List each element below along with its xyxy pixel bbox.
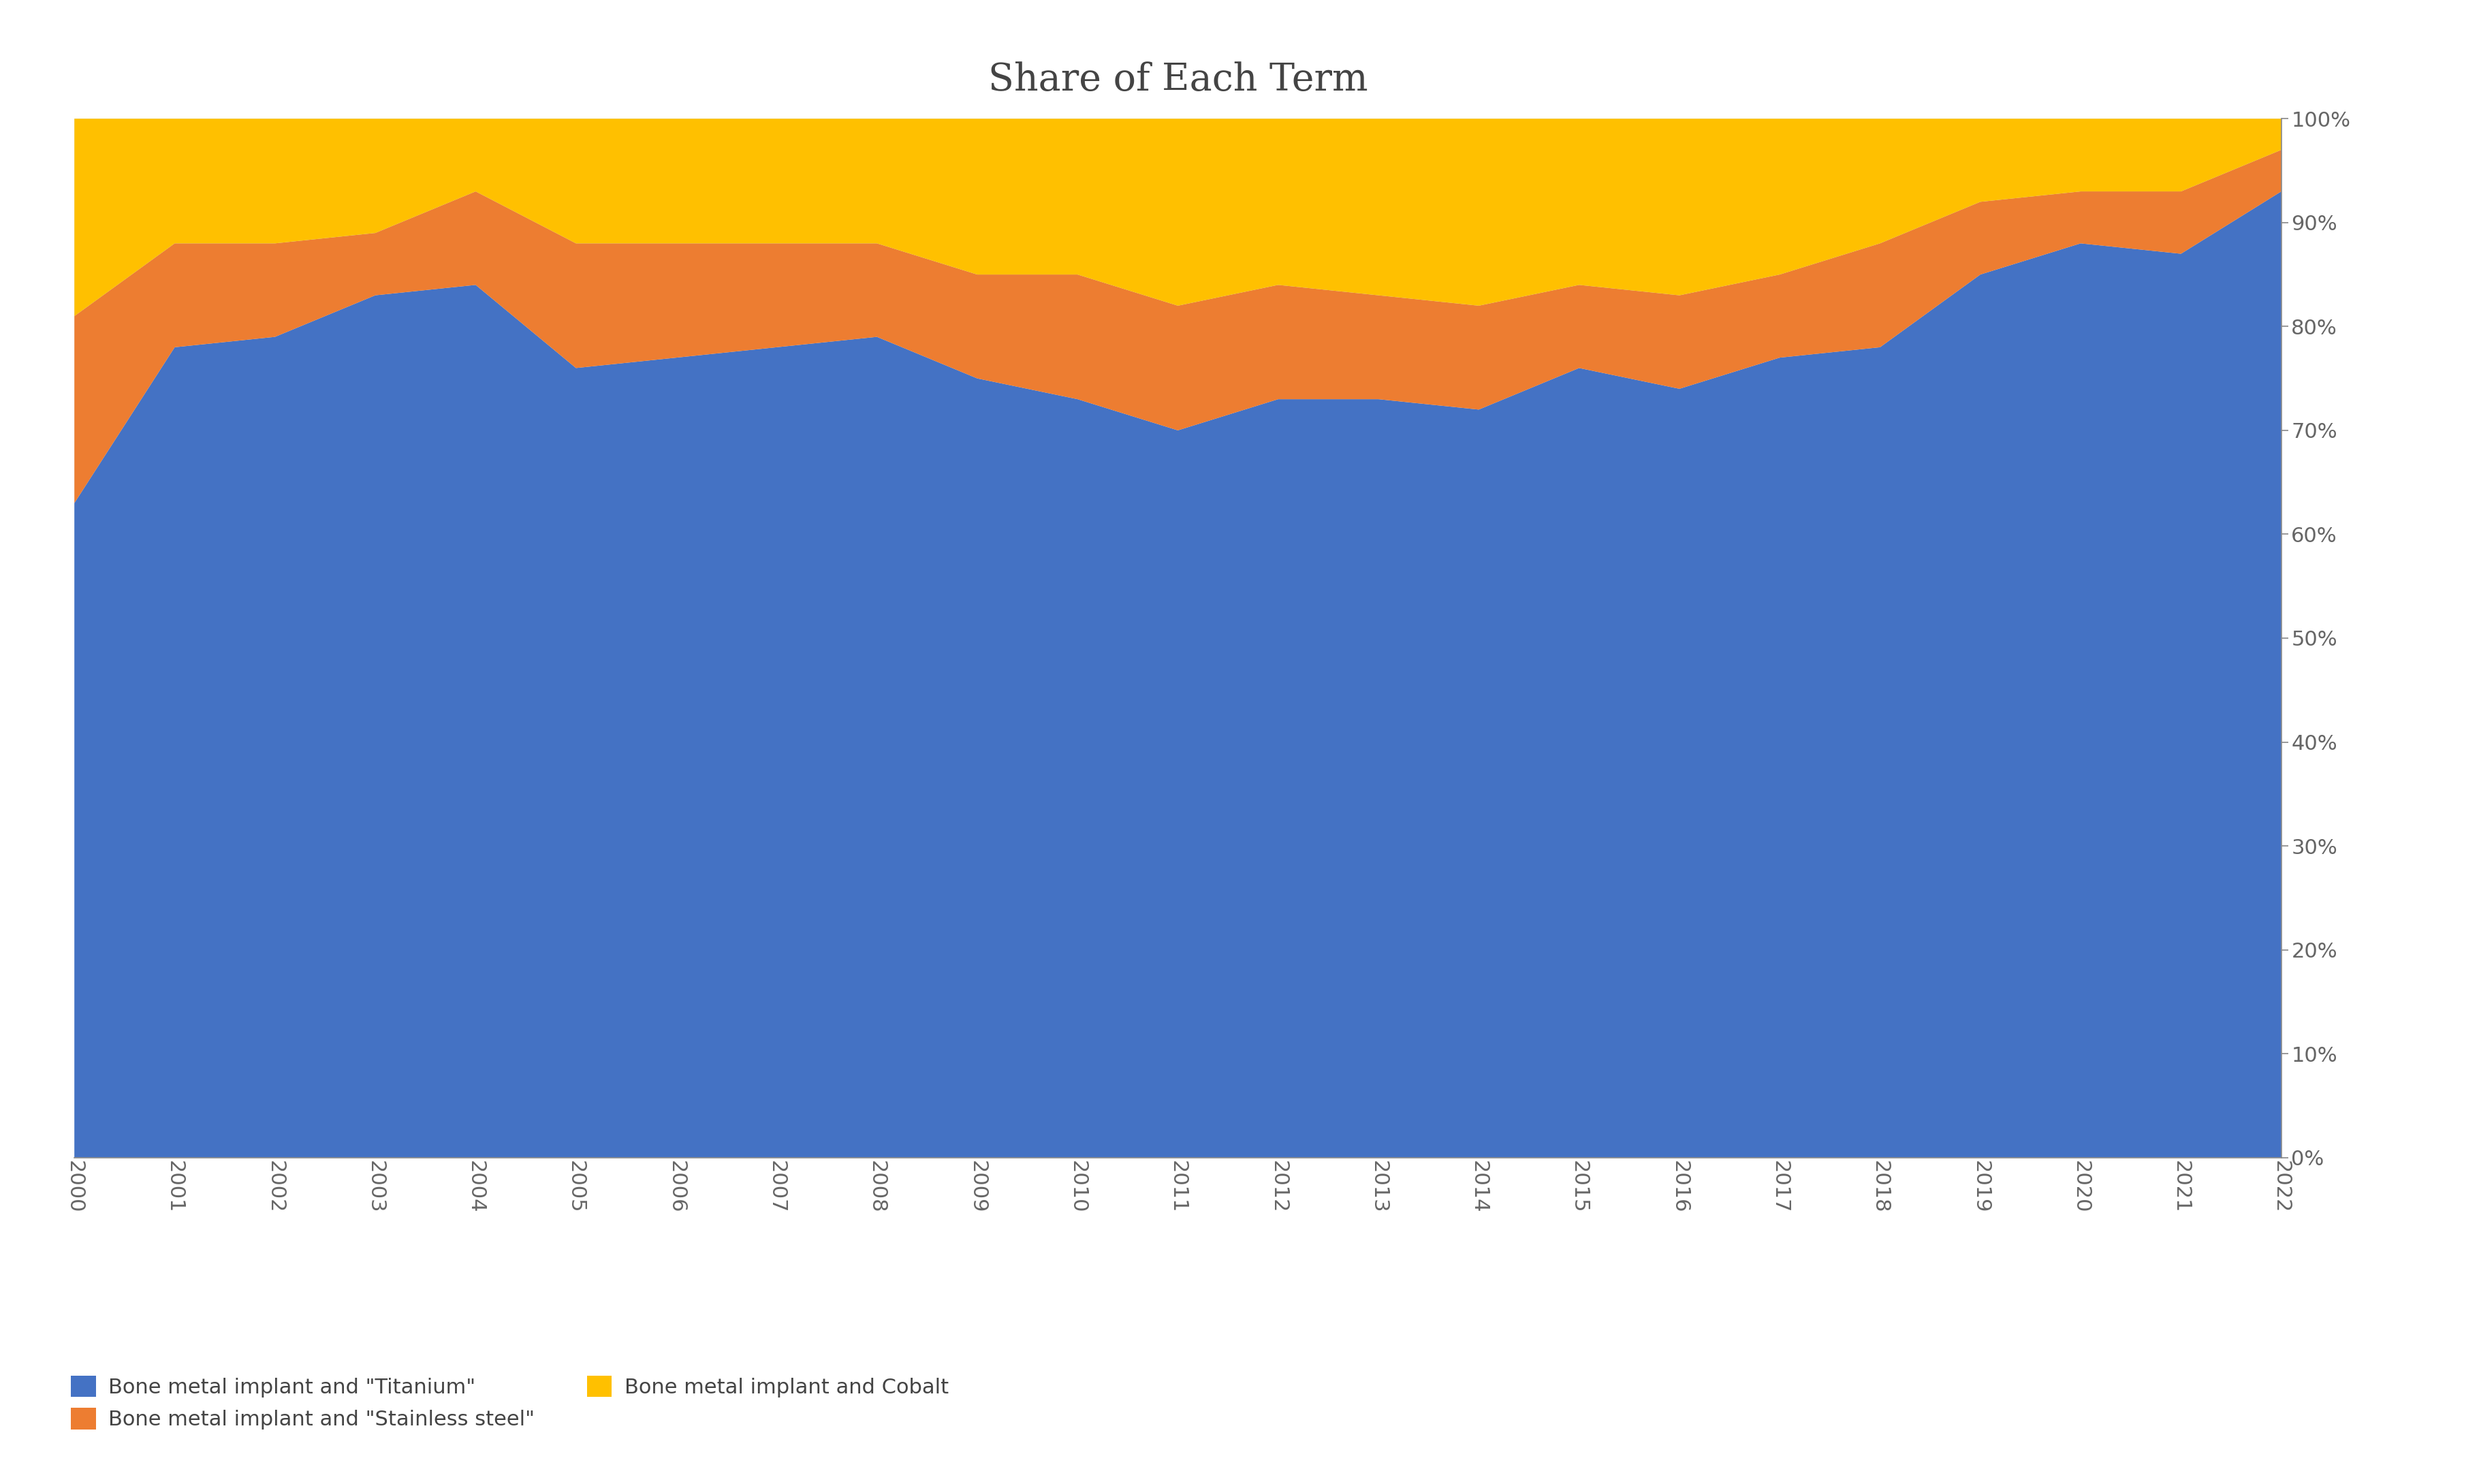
Title: Share of Each Term: Share of Each Term — [987, 61, 1368, 98]
Legend: Bone metal implant and "Titanium", Bone metal implant and "Stainless steel", Bon: Bone metal implant and "Titanium", Bone … — [62, 1367, 957, 1438]
